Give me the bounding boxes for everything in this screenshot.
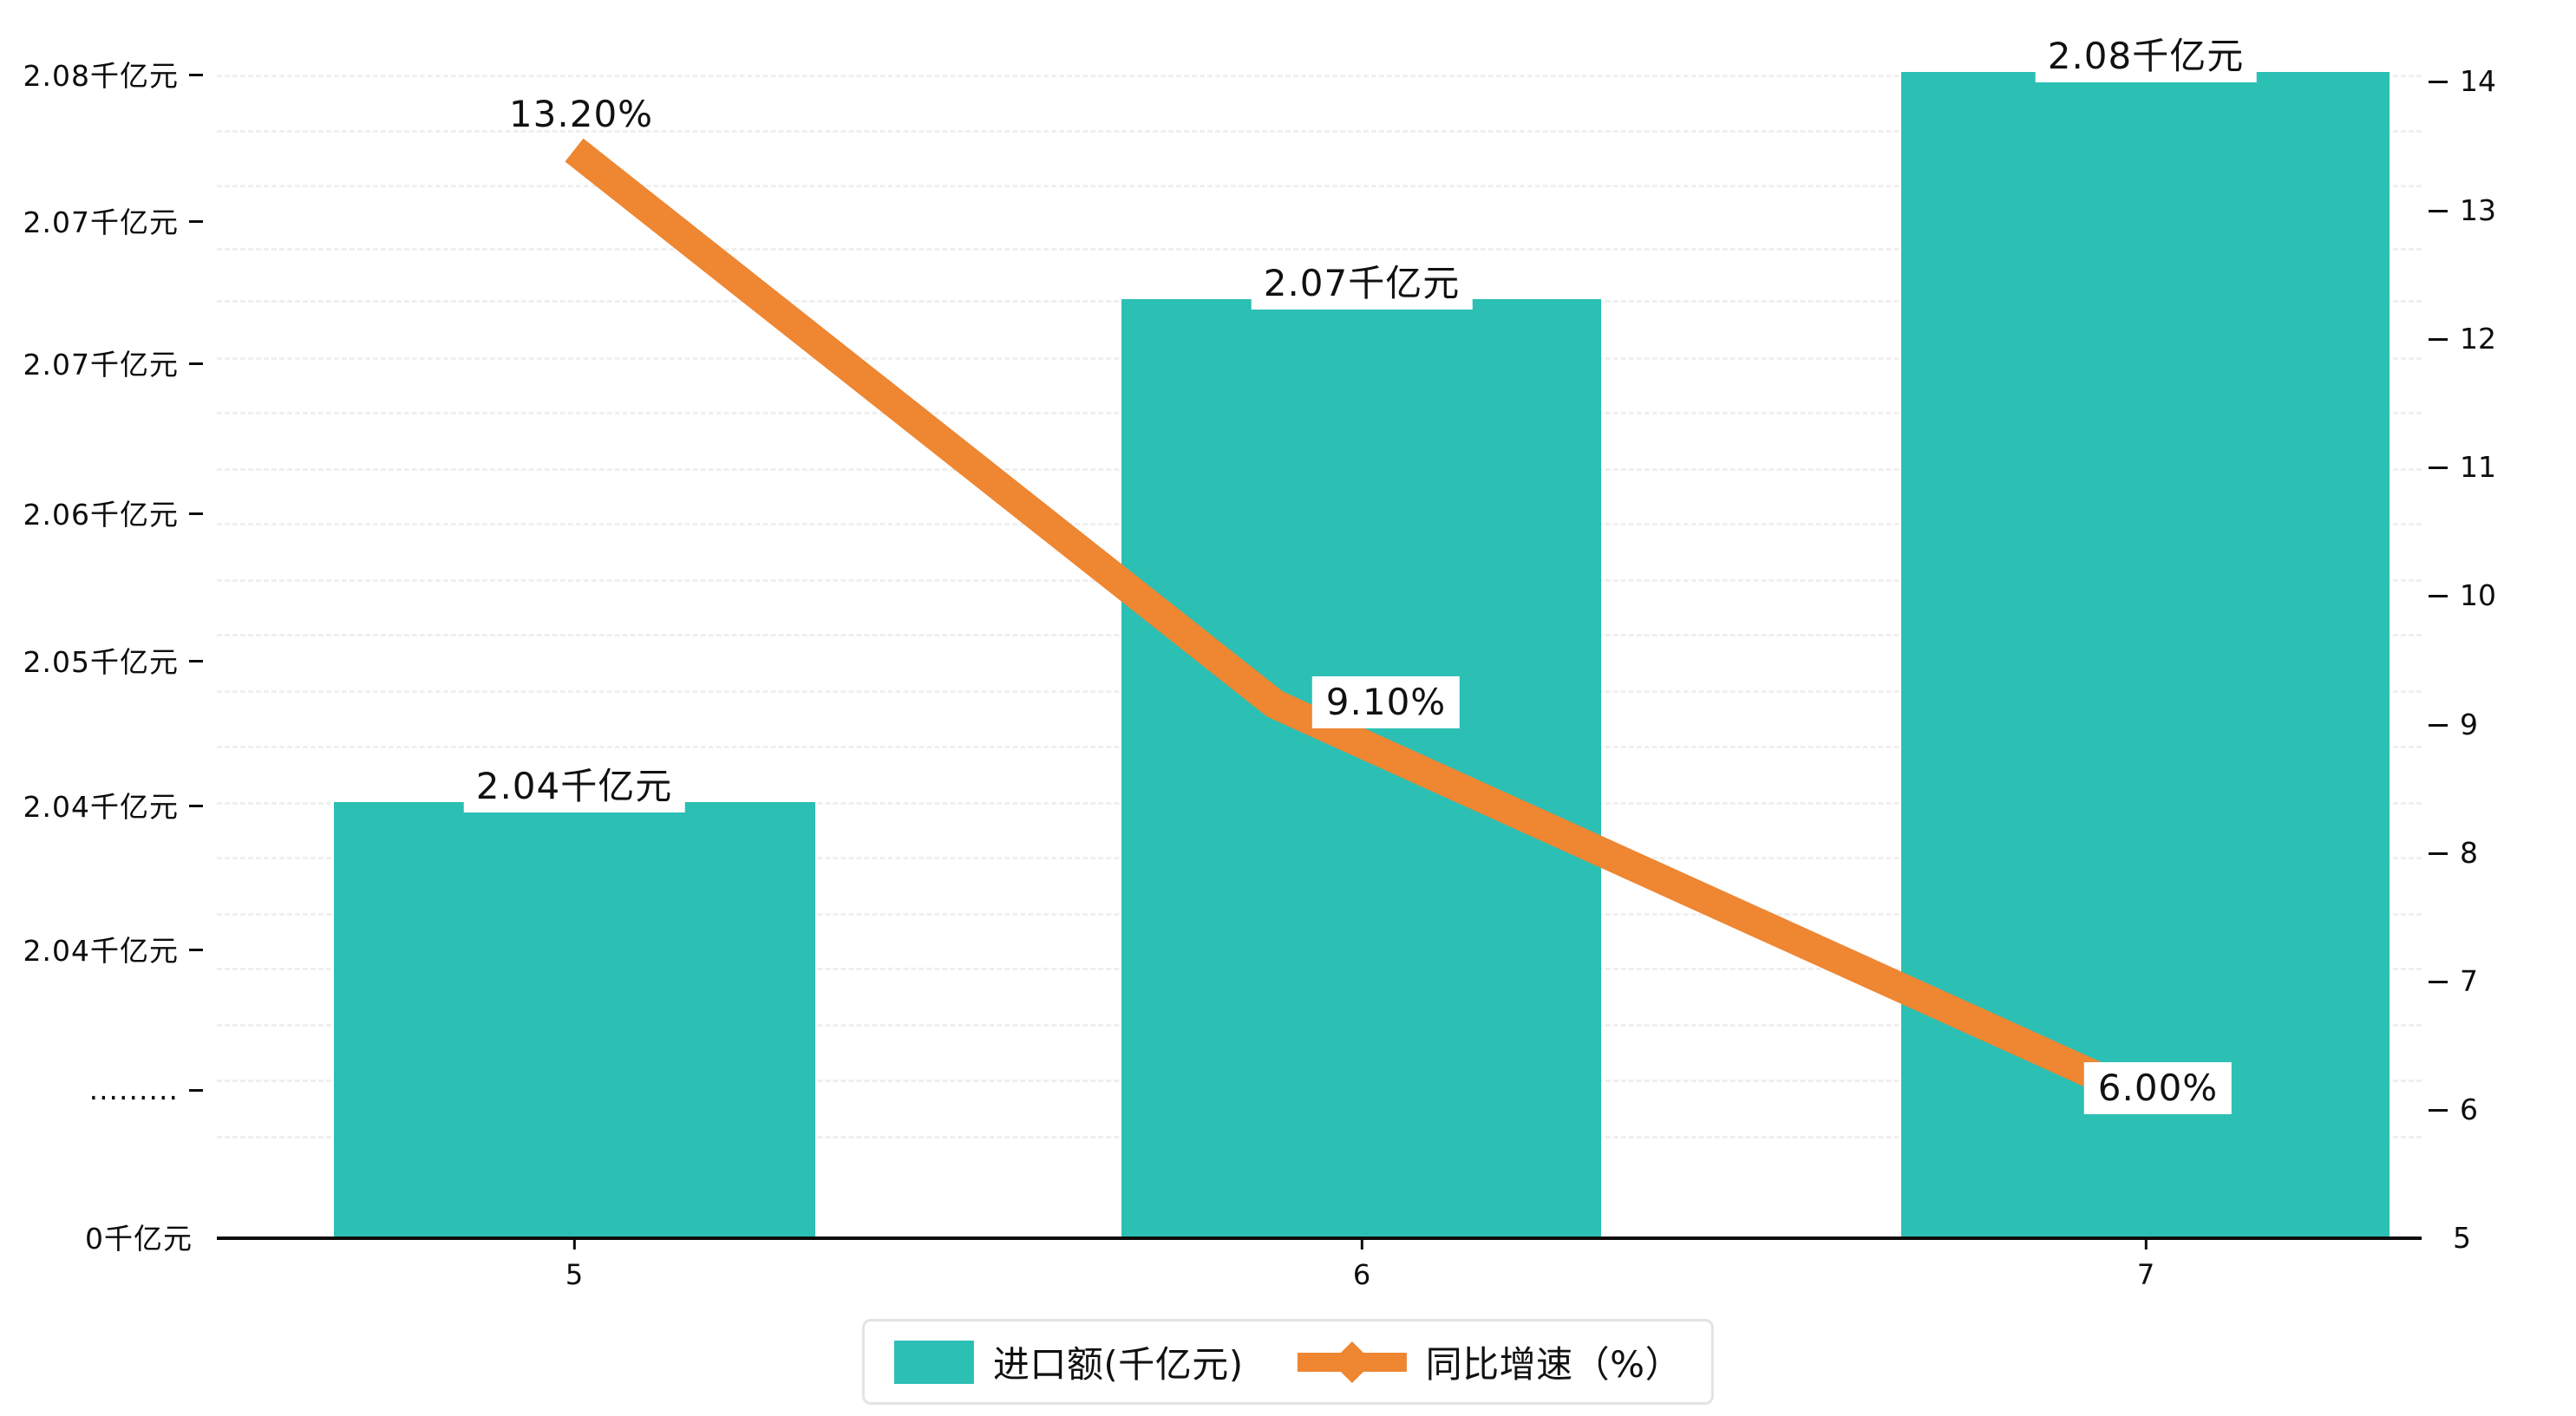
- y-axis-right-tick-label: 9: [2460, 707, 2478, 741]
- legend-item-growth-rate[interactable]: 同比增速（%）: [1297, 1335, 1683, 1388]
- plot-area: [217, 17, 2422, 1237]
- x-axis-tick-label: 5: [565, 1258, 584, 1291]
- gridline: [217, 130, 2422, 133]
- y-axis-left-tick-label: 2.06千亿元: [23, 498, 179, 532]
- tick-mark-icon: [2144, 1237, 2148, 1250]
- y-axis-right-tick-label: 12: [2460, 321, 2496, 356]
- y-axis-right-tick-label: 6: [2460, 1092, 2478, 1126]
- tick-mark-icon: [189, 219, 203, 223]
- tick-mark-icon: [189, 73, 203, 76]
- y-axis-right-tick-label: 11: [2460, 449, 2496, 484]
- tick-mark-icon: [2429, 209, 2448, 212]
- bar-swatch-icon: [893, 1340, 974, 1384]
- tick-mark-icon: [2429, 594, 2448, 597]
- x-axis-line: [217, 1237, 2422, 1240]
- y-axis-left-tick-label: 2.07千亿元: [23, 348, 179, 382]
- tick-mark-icon: [189, 1088, 203, 1092]
- y-axis-left-tick-label: 2.07千亿元: [23, 206, 179, 239]
- bar-data-label-month-5: 2.04千亿元: [463, 763, 685, 813]
- y-axis-right-tick-label: 7: [2460, 963, 2478, 998]
- bar-month-6[interactable]: [1121, 299, 1601, 1237]
- legend-item-label: 进口额(千亿元): [992, 1343, 1244, 1386]
- bar-month-5[interactable]: [334, 802, 815, 1237]
- line-diamond-swatch-icon: [1297, 1341, 1407, 1384]
- y-axis-left-tick-label: 2.04千亿元: [23, 790, 179, 824]
- y-axis-left-tick-label: 2.08千亿元: [23, 59, 179, 93]
- gridline: [217, 75, 2422, 77]
- tick-mark-icon: [2429, 80, 2448, 83]
- y-axis-right-tick-label: 13: [2460, 192, 2496, 227]
- tick-mark-icon: [2429, 980, 2448, 983]
- y-axis-right-tick-label: 8: [2460, 835, 2478, 870]
- tick-mark-icon: [2429, 723, 2448, 727]
- bar-data-label-month-7: 2.08千亿元: [2035, 33, 2257, 83]
- tick-mark-icon: [1360, 1237, 1363, 1250]
- tick-mark-icon: [572, 1237, 576, 1250]
- tick-mark-icon: [2429, 1108, 2448, 1112]
- x-axis-tick-label: 7: [2136, 1258, 2155, 1291]
- tick-mark-icon: [189, 512, 203, 515]
- legend-item-import-value[interactable]: 进口额(千亿元): [893, 1335, 1244, 1388]
- chart-legend: 进口额(千亿元) 同比增速（%）: [861, 1319, 1715, 1405]
- y-axis-left-tick-label: 2.04千亿元: [23, 934, 179, 968]
- y-axis-right-tick-label: 10: [2460, 577, 2496, 612]
- bar-data-label-month-6: 2.07千亿元: [1251, 260, 1473, 310]
- diamond-marker-icon: [1330, 1341, 1373, 1383]
- tick-mark-icon: [189, 804, 203, 807]
- x-axis-tick-month-7: 7: [2137, 1237, 2154, 1291]
- legend-item-label: 同比增速（%）: [1425, 1343, 1683, 1386]
- y-axis-left-tick-label: .........: [88, 1072, 179, 1106]
- x-axis-tick-month-6: 6: [1353, 1237, 1370, 1291]
- tick-mark-icon: [2429, 337, 2448, 341]
- y-axis-right-tick-label: 14: [2460, 63, 2496, 98]
- tick-mark-icon: [2429, 466, 2448, 469]
- line-data-label-month-5: 13.20%: [508, 92, 654, 135]
- tick-mark-icon: [189, 362, 203, 365]
- line-data-label-month-6: 9.10%: [1311, 675, 1461, 729]
- x-axis-tick-label: 6: [1352, 1258, 1371, 1291]
- y-axis-left-tick-label: 0千亿元: [85, 1222, 193, 1256]
- tick-mark-icon: [2429, 852, 2448, 855]
- tick-mark-icon: [189, 948, 203, 951]
- tick-mark-icon: [189, 659, 203, 662]
- y-axis-right-tick-label: 5: [2453, 1220, 2471, 1255]
- x-axis-tick-month-5: 5: [566, 1237, 583, 1291]
- line-data-label-month-7: 6.00%: [2083, 1061, 2233, 1115]
- y-axis-left-tick-label: 2.05千亿元: [23, 645, 179, 679]
